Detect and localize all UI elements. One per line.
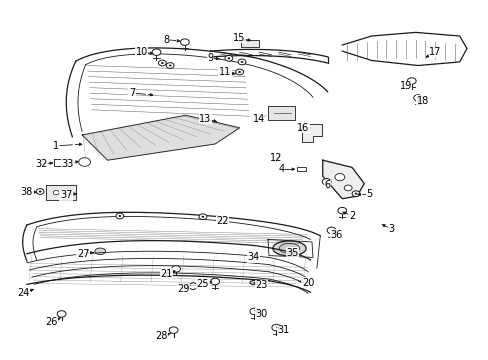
- Text: 6: 6: [324, 180, 330, 190]
- Text: 35: 35: [285, 248, 298, 258]
- Circle shape: [199, 214, 206, 220]
- Text: 33: 33: [61, 159, 74, 169]
- Circle shape: [326, 227, 335, 234]
- Circle shape: [158, 60, 166, 66]
- Circle shape: [249, 308, 258, 315]
- Polygon shape: [322, 160, 364, 199]
- Circle shape: [169, 327, 178, 333]
- Text: 16: 16: [296, 123, 309, 133]
- Text: 2: 2: [348, 211, 354, 221]
- Text: 23: 23: [255, 280, 267, 290]
- Circle shape: [337, 207, 346, 214]
- FancyBboxPatch shape: [240, 40, 259, 47]
- Text: 24: 24: [17, 288, 30, 298]
- Text: 37: 37: [60, 190, 72, 200]
- Polygon shape: [46, 185, 76, 200]
- Circle shape: [351, 191, 359, 197]
- Text: 12: 12: [269, 153, 282, 163]
- Ellipse shape: [249, 280, 258, 285]
- Polygon shape: [82, 115, 239, 160]
- Text: 7: 7: [129, 88, 135, 98]
- Text: 1: 1: [53, 141, 59, 151]
- Text: 20: 20: [301, 278, 314, 288]
- Circle shape: [116, 213, 123, 219]
- Circle shape: [180, 39, 189, 45]
- Ellipse shape: [279, 243, 299, 253]
- Circle shape: [271, 324, 280, 331]
- Text: 36: 36: [329, 230, 342, 240]
- Text: 4: 4: [278, 164, 284, 174]
- Text: 32: 32: [35, 159, 48, 169]
- Text: 34: 34: [246, 252, 259, 262]
- Text: 13: 13: [199, 114, 211, 124]
- Circle shape: [210, 278, 219, 285]
- Circle shape: [161, 62, 163, 64]
- Circle shape: [227, 57, 230, 59]
- Text: 10: 10: [135, 47, 148, 57]
- Circle shape: [240, 61, 243, 63]
- Circle shape: [235, 69, 243, 75]
- Circle shape: [36, 189, 44, 194]
- Text: 15: 15: [233, 33, 245, 43]
- Polygon shape: [302, 124, 321, 142]
- FancyBboxPatch shape: [267, 106, 294, 120]
- Circle shape: [118, 215, 121, 217]
- Text: 30: 30: [255, 309, 267, 319]
- Circle shape: [238, 59, 245, 65]
- Text: 22: 22: [216, 216, 228, 226]
- Text: 9: 9: [207, 53, 213, 63]
- Text: 18: 18: [416, 96, 428, 106]
- Circle shape: [238, 71, 241, 73]
- Text: 29: 29: [177, 284, 189, 294]
- Text: 8: 8: [163, 35, 169, 45]
- Circle shape: [57, 311, 66, 317]
- Ellipse shape: [272, 241, 305, 256]
- Circle shape: [64, 190, 70, 195]
- Text: 25: 25: [196, 279, 209, 289]
- Text: 5: 5: [366, 189, 371, 199]
- Text: 3: 3: [387, 224, 393, 234]
- Circle shape: [322, 179, 330, 185]
- Text: 38: 38: [20, 186, 33, 197]
- Text: 11: 11: [218, 67, 231, 77]
- Text: 31: 31: [277, 325, 289, 336]
- Circle shape: [166, 63, 174, 68]
- Text: 27: 27: [77, 249, 89, 259]
- Ellipse shape: [95, 248, 105, 255]
- Circle shape: [79, 158, 90, 166]
- Circle shape: [413, 95, 422, 101]
- Circle shape: [201, 216, 204, 218]
- Circle shape: [354, 193, 357, 195]
- Circle shape: [53, 190, 59, 195]
- Text: 14: 14: [252, 114, 265, 124]
- Circle shape: [334, 174, 344, 181]
- Text: 28: 28: [155, 330, 167, 341]
- Circle shape: [168, 64, 171, 67]
- Circle shape: [152, 49, 161, 55]
- Circle shape: [344, 185, 351, 191]
- Circle shape: [407, 78, 415, 84]
- Text: 26: 26: [45, 317, 58, 327]
- Text: 19: 19: [399, 81, 411, 91]
- FancyBboxPatch shape: [297, 167, 305, 171]
- Text: 17: 17: [428, 47, 441, 57]
- Circle shape: [39, 190, 41, 193]
- Text: 21: 21: [160, 269, 172, 279]
- Circle shape: [224, 55, 232, 61]
- Circle shape: [171, 266, 180, 272]
